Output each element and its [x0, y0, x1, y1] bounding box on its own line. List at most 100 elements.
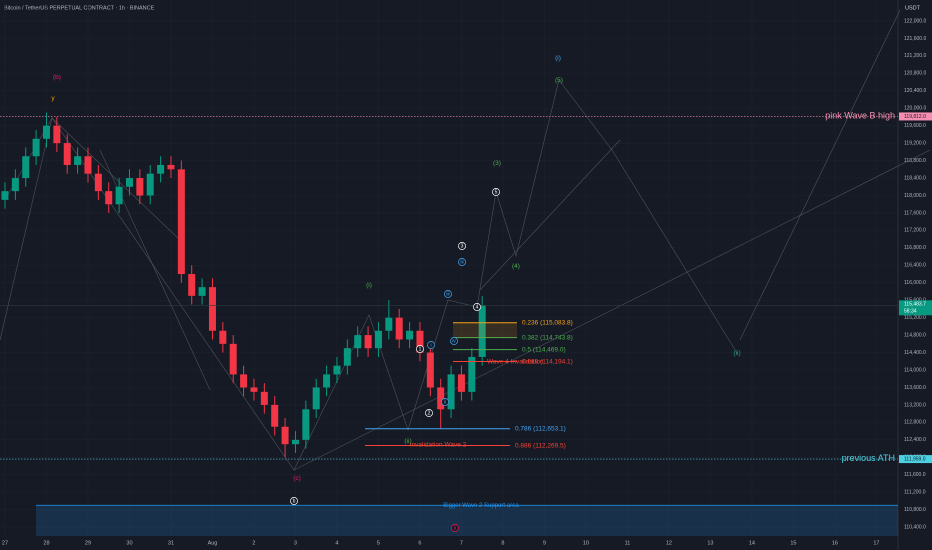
wave-label-circle	[441, 398, 449, 406]
candle-body	[229, 343, 237, 375]
wave-label-circle	[444, 290, 452, 298]
x-tick-label: 29	[85, 540, 91, 546]
wave-label: ii	[454, 526, 456, 532]
x-tick-label: 30	[126, 540, 132, 546]
candle-body	[457, 374, 465, 392]
wave-label-circle	[458, 242, 466, 250]
candle-body	[468, 356, 476, 392]
candle-body	[343, 348, 351, 366]
candle-body	[312, 387, 320, 410]
candle-body	[374, 330, 382, 349]
wave-label-circle	[451, 524, 459, 532]
wave-label-circle	[492, 188, 500, 196]
wave-projection	[51, 117, 181, 241]
level-text: pink Wave B high	[825, 110, 895, 120]
fib-fill	[453, 322, 517, 338]
x-tick-label: 16	[832, 540, 838, 546]
fib-note: Invalidation Wave 2	[410, 442, 467, 449]
y-tick-label: 118,800.0	[904, 158, 926, 164]
y-tick-label: 113,600.0	[904, 385, 926, 391]
y-tick-label: 110,800.0	[904, 507, 926, 513]
candle-body	[188, 274, 196, 296]
x-tick-label: Aug	[208, 540, 218, 546]
y-tick-label: 114,800.0	[904, 332, 926, 338]
candle-body	[94, 173, 102, 192]
countdown: 58:34	[904, 309, 917, 315]
wave-projection	[0, 117, 53, 341]
y-tick-label: 120,800.0	[904, 71, 926, 77]
wave-label: (4)	[512, 263, 520, 270]
candle-body	[198, 287, 206, 296]
wave-projection	[558, 79, 738, 354]
wave-label: (b)	[53, 74, 61, 81]
wave-label: 5	[495, 190, 498, 196]
candle-body	[42, 125, 50, 139]
wave-label-circle	[458, 258, 466, 266]
candle-body	[281, 426, 289, 445]
y-tick-label: 114,000.0	[904, 367, 926, 373]
wave-label-circle	[450, 337, 458, 345]
level-tag	[899, 112, 932, 121]
wave-label: (ii)	[733, 350, 740, 357]
y-tick-label: 112,800.0	[904, 420, 926, 426]
x-tick-label: 9	[543, 540, 546, 546]
candle-body	[250, 387, 258, 392]
x-tick-label: 17	[873, 540, 879, 546]
y-tick-label: 120,400.0	[904, 88, 926, 94]
y-tick-label: 113,200.0	[904, 402, 926, 408]
y-tick-label: 120,000.0	[904, 106, 926, 112]
y-tick-label: 119,200.0	[904, 140, 926, 146]
y-tick-label: 121,200.0	[904, 53, 926, 59]
wave-label: (3)	[493, 160, 501, 167]
fib-label: 0.618 (114,194.1)	[522, 358, 573, 365]
candle-body	[240, 374, 248, 388]
wave-label: (ii)	[404, 438, 411, 445]
x-tick-label: 28	[43, 540, 49, 546]
y-tick-label: 121,600.0	[904, 36, 926, 42]
fib-label: 0.886 (112,269.5)	[515, 442, 566, 449]
candle-body	[22, 156, 30, 179]
level-text: previous ATH	[842, 453, 895, 463]
y-tick-label: 115,200.0	[904, 315, 926, 321]
wave-label: (5)	[555, 77, 563, 84]
candle-body	[437, 387, 445, 410]
candle-body	[219, 330, 227, 344]
candle-body	[84, 156, 92, 174]
x-tick-label: 6	[418, 540, 421, 546]
x-tick-label: 12	[666, 540, 672, 546]
wave-label: i	[430, 343, 431, 349]
wave-projection	[479, 139, 621, 291]
y-tick-label: 119,600.0	[904, 123, 926, 129]
candle-body	[333, 365, 341, 375]
candle-body	[364, 335, 372, 349]
chart-title: Bitcoin / TetherUS PERPETUAL CONTRACT · …	[4, 5, 155, 11]
price-tag-label: 115,483.7	[904, 302, 926, 308]
wave-label: iv	[452, 339, 456, 345]
candle-body	[136, 178, 144, 196]
wave-label: (c)	[293, 475, 301, 482]
candle-body	[395, 317, 403, 340]
candle-body	[426, 352, 434, 388]
level-tag-label: 119,812.0	[904, 114, 926, 120]
y-tick-label: 118,400.0	[904, 175, 926, 181]
candle-body	[157, 164, 165, 174]
wave-label: iii	[460, 260, 463, 266]
wave-label-circle	[427, 341, 435, 349]
candle-body	[1, 191, 9, 200]
candle-body	[167, 164, 175, 170]
wave-label-circle	[416, 345, 424, 353]
candle-body	[291, 439, 299, 445]
wave-label: (i)	[555, 55, 561, 62]
x-tick-label: 15	[790, 540, 796, 546]
candle-body	[260, 391, 268, 405]
wave-label: 1	[419, 347, 422, 353]
x-tick-label: 4	[335, 540, 338, 546]
candle-body	[53, 125, 61, 144]
candle-body	[115, 186, 123, 205]
wave-label-circle	[290, 497, 298, 505]
y-tick-label: 110,400.0	[904, 524, 926, 530]
wave-label: ii	[444, 400, 446, 406]
x-tick-label: 14	[749, 540, 755, 546]
